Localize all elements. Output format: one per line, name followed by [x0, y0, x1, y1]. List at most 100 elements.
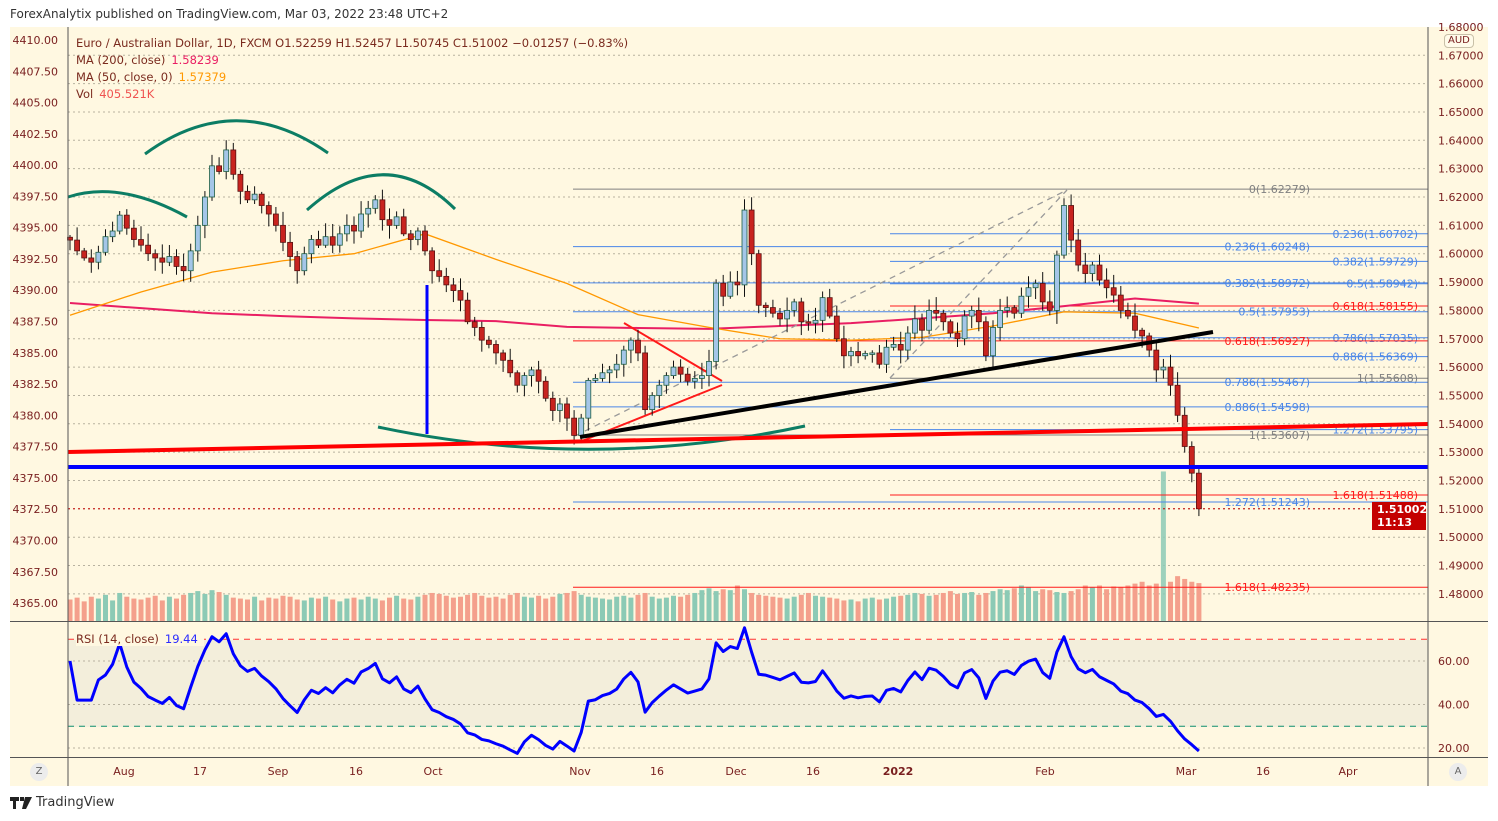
symbol-legend[interactable]: Euro / Australian Dollar, 1D, FXCM O1.52… [76, 36, 634, 50]
candle-up [116, 214, 123, 232]
candle-down [230, 149, 237, 175]
volume-bar [1160, 471, 1166, 621]
arc-left-shoulder-1[interactable] [67, 190, 188, 219]
fib-level-label: 0.5(1.57953) [1238, 306, 1310, 319]
volume-bar [919, 593, 925, 621]
price-axis-tick: 1.61000 [1438, 219, 1484, 232]
candle-down [947, 321, 954, 334]
volume-bar [685, 594, 691, 621]
ma50-value: 1.57379 [178, 70, 227, 84]
time-axis-tick: 16 [806, 765, 820, 778]
candle-up [358, 213, 365, 232]
footer-brand[interactable]: TradingView [10, 795, 115, 810]
volume-bar [578, 594, 584, 621]
fib-level-label: 0(1.62279) [1249, 183, 1310, 196]
volume-bar [103, 594, 108, 621]
candle-down [762, 304, 769, 308]
candle-up [301, 253, 308, 272]
candle-down [1174, 384, 1181, 416]
candle-down [244, 190, 251, 201]
tradingview-logo-icon [10, 796, 32, 809]
arc-right-shoulder[interactable] [305, 173, 457, 212]
rsi-label: RSI (14, close) [76, 632, 159, 646]
fib-retracements: 0(1.62279) 0.236(1.60702) 0.236(1.60248) 0.… [573, 183, 1428, 594]
candle-up [620, 349, 627, 365]
candle-down [265, 205, 272, 215]
volume-bar [394, 595, 400, 621]
candle-down [1110, 287, 1117, 296]
candle-down [734, 281, 741, 286]
volume-bar [656, 598, 662, 621]
candle-down [216, 165, 223, 172]
volume-bar [1054, 592, 1060, 621]
axis-ticks: 1.68000 1.67000 1.66000 1.65000 1.64000 1.630… [13, 21, 1484, 778]
currency-badge[interactable]: AUD [1444, 34, 1474, 48]
triangle-upper-line[interactable] [623, 322, 723, 382]
candle-down [138, 239, 144, 246]
candle-down [1046, 301, 1053, 311]
volume-bar [365, 596, 371, 621]
volume-bar [81, 601, 87, 621]
volume-bar [166, 596, 172, 621]
time-axis-tick: 2022 [883, 765, 914, 778]
candle-down [471, 321, 478, 328]
ma50-legend[interactable]: MA (50, close, 0) 1.57379 [76, 70, 232, 84]
volume-bar [344, 598, 350, 621]
volume-bar [1139, 581, 1145, 621]
auto-scale-button[interactable]: A [1449, 763, 1467, 781]
candle-down [748, 209, 755, 255]
candle-down [1196, 472, 1202, 510]
log-scale-button[interactable]: Z [30, 763, 48, 781]
volume-bar [486, 597, 492, 621]
black-trendline[interactable] [579, 330, 1214, 439]
volume-bar [117, 592, 123, 621]
volume-bar [450, 597, 456, 621]
ma200-label: MA (200, close) [76, 53, 166, 67]
candle-down [407, 233, 414, 240]
volume-bar [756, 594, 762, 621]
volume-bar [301, 600, 307, 621]
candle-down [677, 366, 684, 375]
volume-bar [926, 595, 932, 621]
candle-up [393, 216, 400, 226]
ma200-legend[interactable]: MA (200, close) 1.58239 [76, 53, 225, 67]
candle-up [1061, 205, 1067, 256]
candle-down [500, 352, 507, 361]
arc-head[interactable] [144, 119, 329, 156]
rsi-axis-tick: 60.00 [1438, 655, 1470, 668]
candle-down [443, 275, 450, 286]
red-support-trendline[interactable] [67, 422, 1429, 454]
volume-bar [415, 596, 421, 621]
candle-down [1075, 239, 1082, 266]
volume-bar [834, 598, 840, 621]
candle-up [599, 372, 606, 379]
candle-up [613, 363, 620, 371]
volume-bar [294, 599, 300, 621]
volume-bar [372, 598, 378, 621]
left-axis-tick: 4375.00 [13, 472, 59, 485]
volume-bar [550, 596, 556, 621]
volume-bar [734, 585, 740, 621]
volume-bar [514, 592, 520, 621]
candle-down [1103, 279, 1110, 289]
trendlines[interactable] [67, 330, 1429, 469]
candle-down [294, 256, 301, 272]
candle-down [429, 250, 436, 272]
rsi-legend[interactable]: RSI (14, close) 19.44 [76, 632, 204, 646]
candle-up [343, 224, 350, 235]
volume-legend[interactable]: Vol 405.521K [76, 87, 160, 101]
volume-bar [763, 595, 769, 621]
candle-up [166, 256, 173, 263]
candle-down [74, 239, 80, 252]
candle-down [379, 199, 386, 221]
candle-down [1125, 309, 1131, 317]
candle-down [485, 339, 492, 345]
left-axis-tick: 4382.50 [13, 378, 59, 391]
left-axis-tick: 4390.00 [13, 284, 59, 297]
candle-up [699, 375, 705, 379]
volume-bar [401, 598, 407, 621]
candle-down [258, 193, 265, 206]
volume-bar [884, 598, 889, 621]
price-axis-tick: 1.65000 [1438, 106, 1484, 119]
